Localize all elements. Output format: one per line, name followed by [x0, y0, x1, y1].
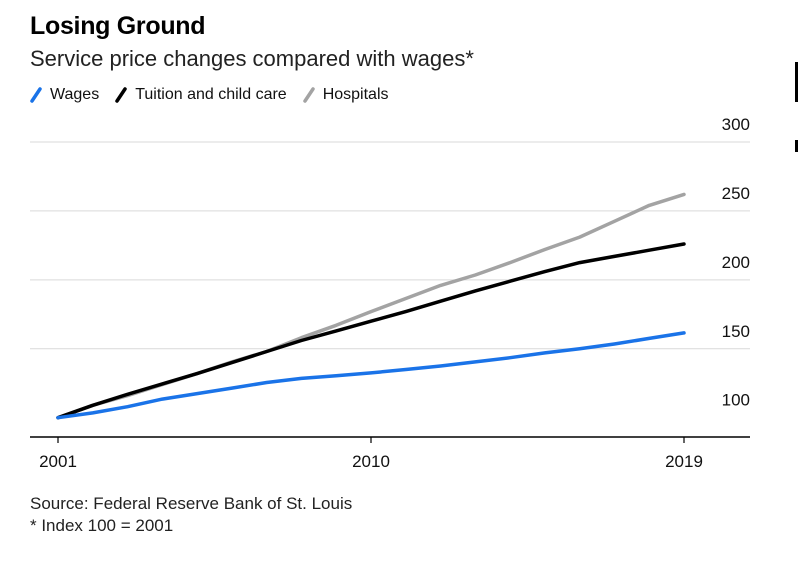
legend-item-wages: Wages [30, 86, 99, 104]
series-line-tuition-and-child-care [56, 242, 686, 420]
x-tick-label-2019: 2019 [665, 452, 703, 471]
series-line-hospitals [56, 192, 686, 420]
x-tick-label-2010: 2010 [352, 452, 390, 471]
chart-title: Losing Ground [30, 12, 206, 40]
y-tick-label-150: 150 [722, 322, 750, 341]
legend-item-tuition: Tuition and child care [115, 86, 287, 104]
y-tick-label-100: 100 [722, 391, 750, 410]
legend: Wages Tuition and child care Hospitals [30, 86, 405, 104]
line-chart: 100 150 200 250 300 2001 2010 2019 [30, 115, 750, 471]
edge-mark-top [795, 62, 798, 102]
legend-label-hospitals: Hospitals [322, 86, 389, 103]
legend-item-hospitals: Hospitals [302, 86, 389, 104]
y-tick-label-200: 200 [722, 253, 750, 272]
legend-swatch-wages [30, 87, 42, 103]
y-tick-label-300: 300 [722, 115, 750, 134]
edge-mark-lower [795, 140, 798, 152]
series-line-wages [56, 331, 686, 420]
legend-label-wages: Wages [50, 86, 100, 103]
legend-swatch-hospitals [302, 87, 315, 103]
footnote: * Index 100 = 2001 [30, 516, 174, 535]
y-tick-label-250: 250 [722, 184, 750, 203]
source-note: Source: Federal Reserve Bank of St. Loui… [30, 494, 353, 513]
chart-subtitle: Service price changes compared with wage… [30, 46, 474, 71]
x-tick-label-2001: 2001 [39, 452, 77, 471]
legend-swatch-tuition [115, 87, 127, 103]
legend-label-tuition: Tuition and child care [135, 86, 287, 103]
